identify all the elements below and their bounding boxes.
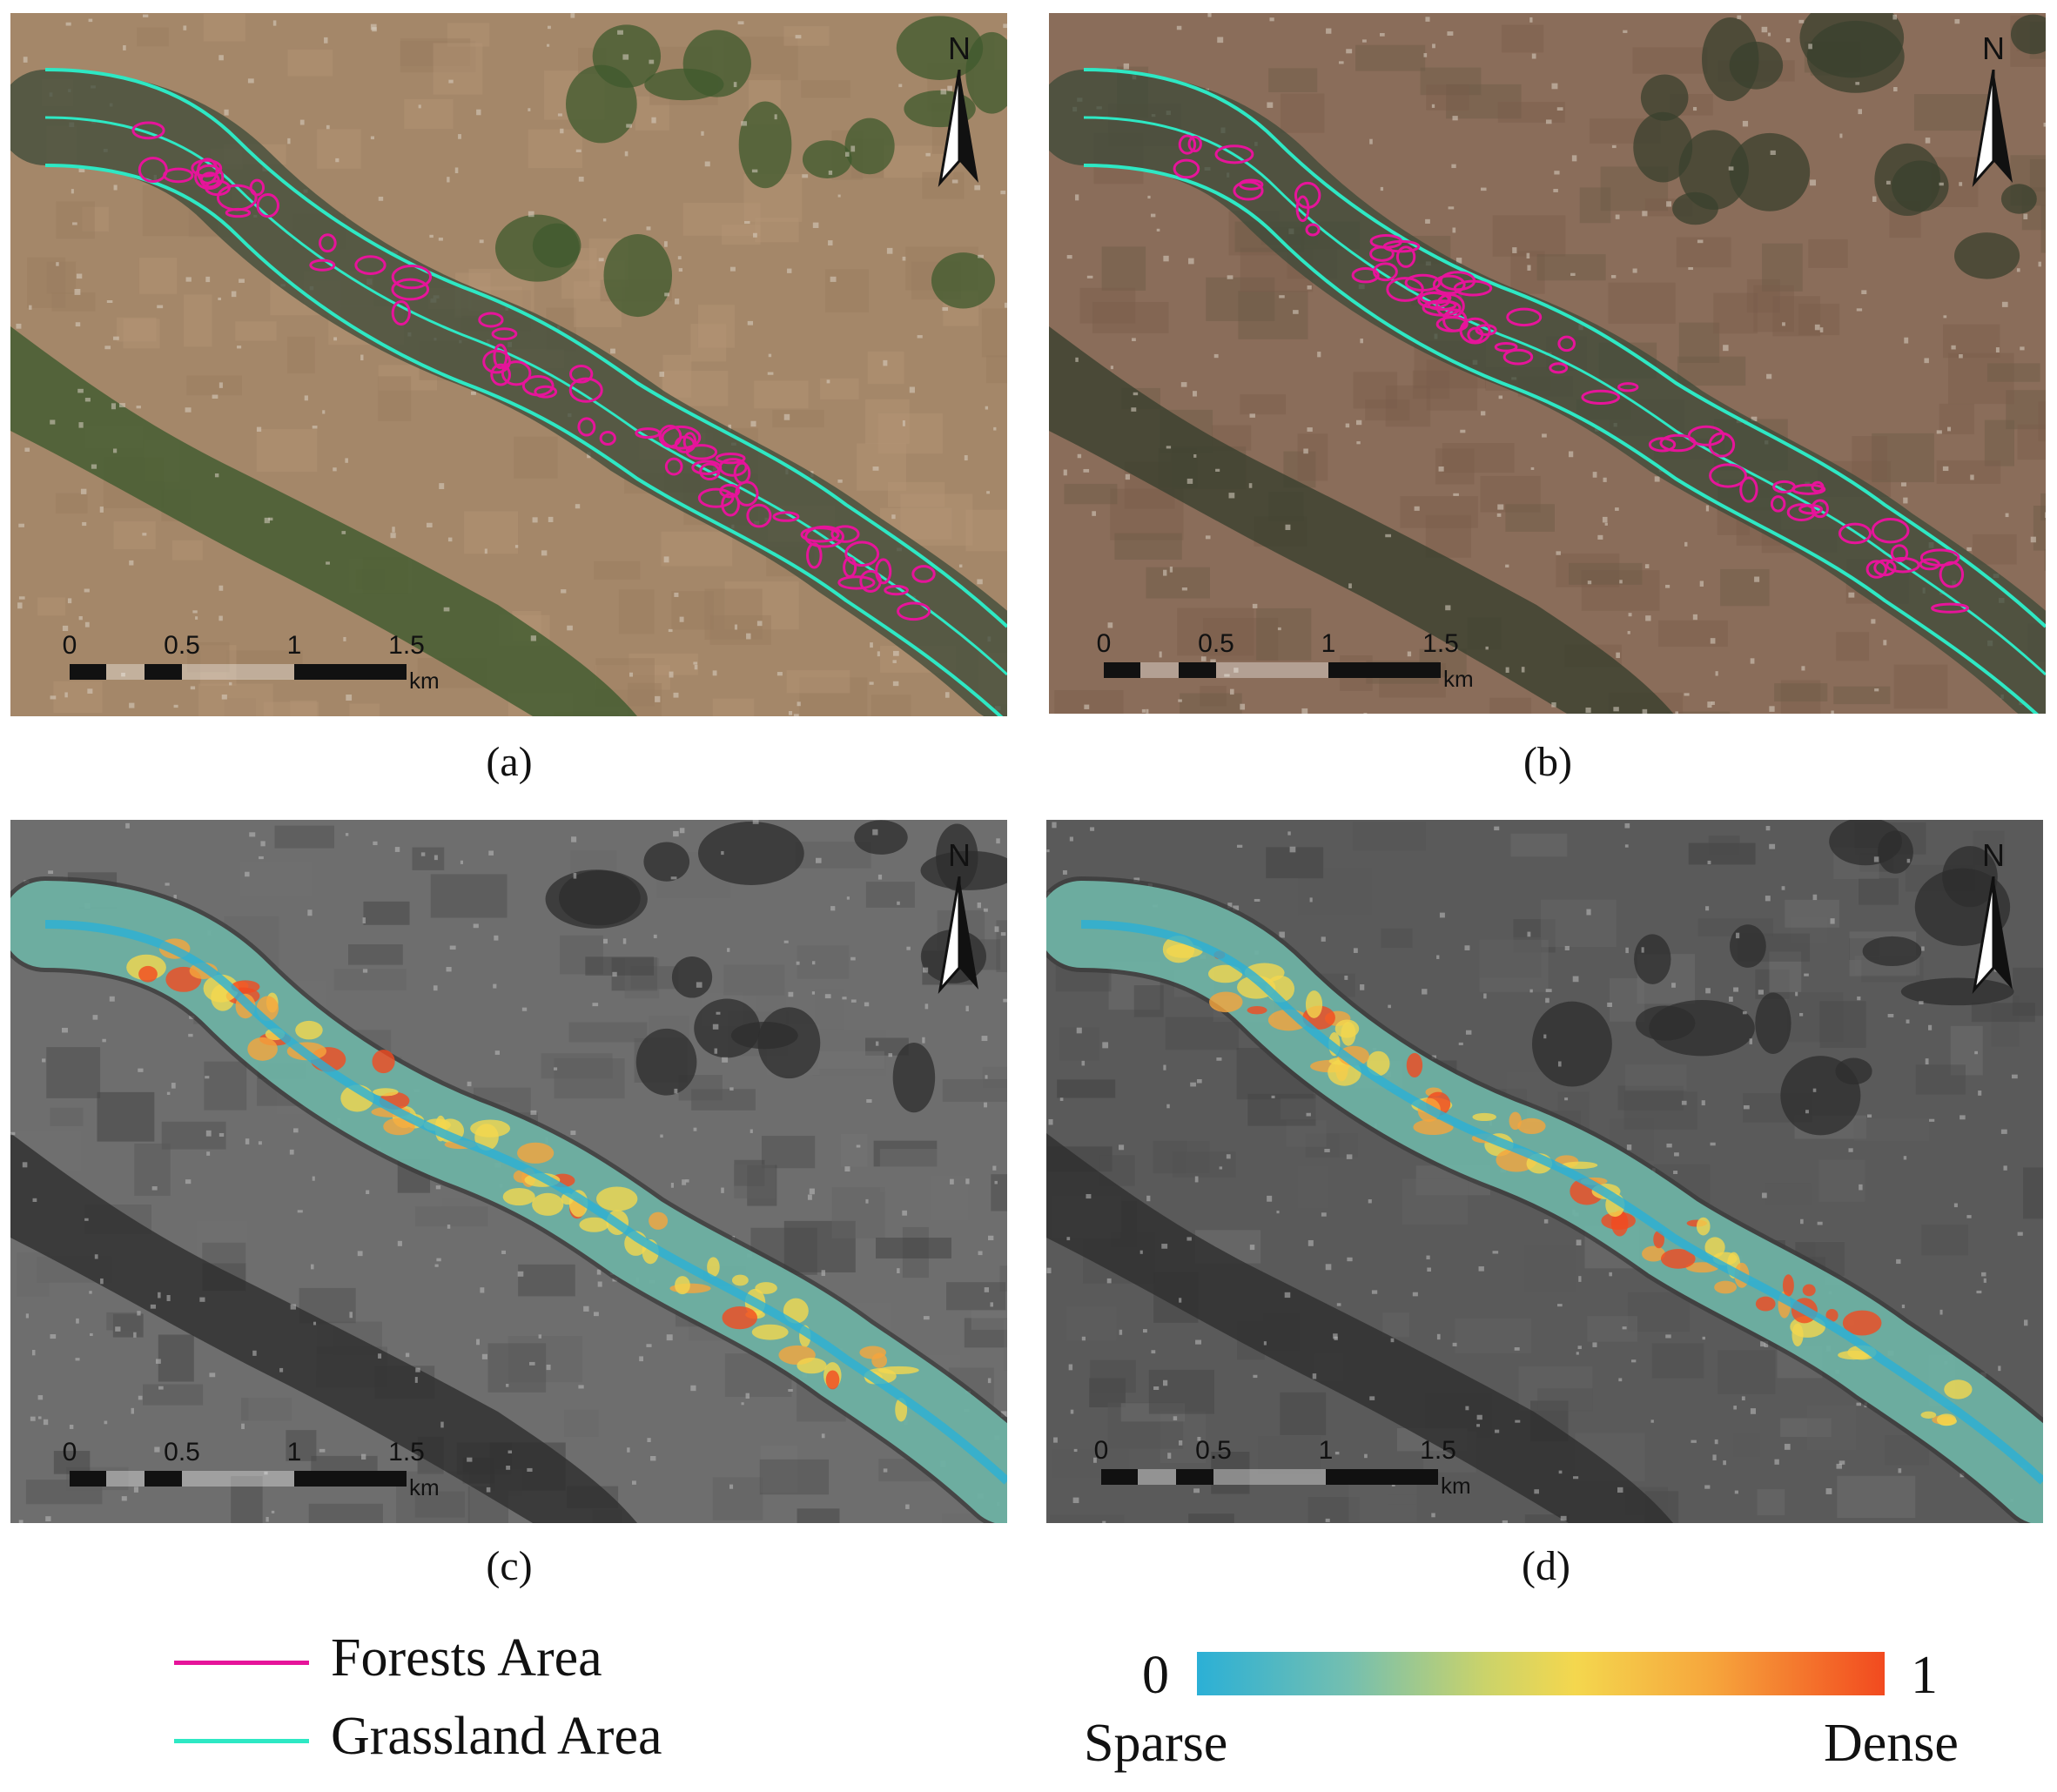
scale-label-0: 0 (62, 1438, 77, 1466)
legend-item-forests: Forests Area (174, 1628, 783, 1697)
scale-label-0-5: 0.5 (1195, 1436, 1232, 1465)
colorbar-low-label: Sparse (1084, 1714, 1228, 1773)
density-map (1046, 820, 2043, 1523)
scale-bar: 0 0.5 1 1.5 km (62, 1438, 440, 1500)
scale-label-0: 0 (1093, 1436, 1109, 1465)
north-label: N (948, 30, 971, 66)
forests-line-swatch (174, 1661, 309, 1665)
map-panel-a: N 0 0.5 1 1.5 km (10, 13, 1007, 716)
density-map (10, 820, 1007, 1523)
legend-label-grassland: Grassland Area (331, 1707, 662, 1766)
map-panel-b: N 0 0.5 1 1.5 km (1049, 13, 2046, 714)
density-colorbar (1197, 1652, 1885, 1695)
scale-unit: km (409, 668, 440, 694)
scale-label-1-5: 1.5 (388, 1438, 425, 1466)
scale-bar-segments (70, 664, 407, 680)
scale-label-0-5: 0.5 (164, 631, 200, 660)
scale-bar: 0 0.5 1 1.5 km (1093, 1436, 1471, 1499)
north-arrow-icon (938, 876, 978, 994)
scale-label-0: 0 (1096, 629, 1112, 658)
map-panel-d: N 0 0.5 1 1.5 km (1046, 820, 2043, 1523)
legend-item-grassland: Grassland Area (174, 1706, 783, 1775)
north-label: N (948, 837, 971, 873)
scale-bar-segments (70, 1471, 407, 1487)
scale-label-1-5: 1.5 (388, 631, 425, 660)
north-label: N (1982, 837, 2005, 873)
scale-label-1-5: 1.5 (1422, 629, 1459, 658)
caption-d: (d) (1522, 1543, 1570, 1589)
scale-unit: km (1443, 666, 1474, 692)
scale-label-1: 1 (286, 631, 302, 660)
map-panel-c: N 0 0.5 1 1.5 km (10, 820, 1007, 1523)
north-arrow-icon (938, 70, 978, 187)
scale-label-0-5: 0.5 (164, 1438, 200, 1466)
north-arrow-icon (1972, 876, 2013, 994)
scale-bar-segments (1104, 662, 1441, 678)
legend-label-forests: Forests Area (331, 1628, 602, 1688)
caption-c: (c) (486, 1543, 533, 1589)
scale-label-0: 0 (62, 631, 77, 660)
caption-a: (a) (486, 739, 533, 785)
colorbar-min-label: 0 (1142, 1646, 1169, 1705)
scale-label-1: 1 (286, 1438, 302, 1466)
satellite-map (10, 13, 1007, 716)
colorbar-high-label: Dense (1824, 1714, 1959, 1773)
scale-unit: km (1441, 1473, 1471, 1499)
scale-label-1-5: 1.5 (1420, 1436, 1456, 1465)
scale-bar-segments (1101, 1469, 1438, 1485)
scale-label-0-5: 0.5 (1198, 629, 1234, 658)
scale-unit: km (409, 1474, 440, 1500)
grassland-line-swatch (174, 1739, 309, 1743)
satellite-map (1049, 13, 2046, 714)
colorbar-max-label: 1 (1911, 1646, 1938, 1705)
scale-bar: 0 0.5 1 1.5 km (62, 631, 440, 694)
caption-b: (b) (1523, 739, 1572, 785)
scale-label-1: 1 (1318, 1436, 1334, 1465)
scale-label-1: 1 (1321, 629, 1336, 658)
north-arrow-icon (1972, 70, 2013, 187)
north-label: N (1982, 30, 2005, 66)
scale-bar: 0 0.5 1 1.5 km (1096, 629, 1474, 692)
